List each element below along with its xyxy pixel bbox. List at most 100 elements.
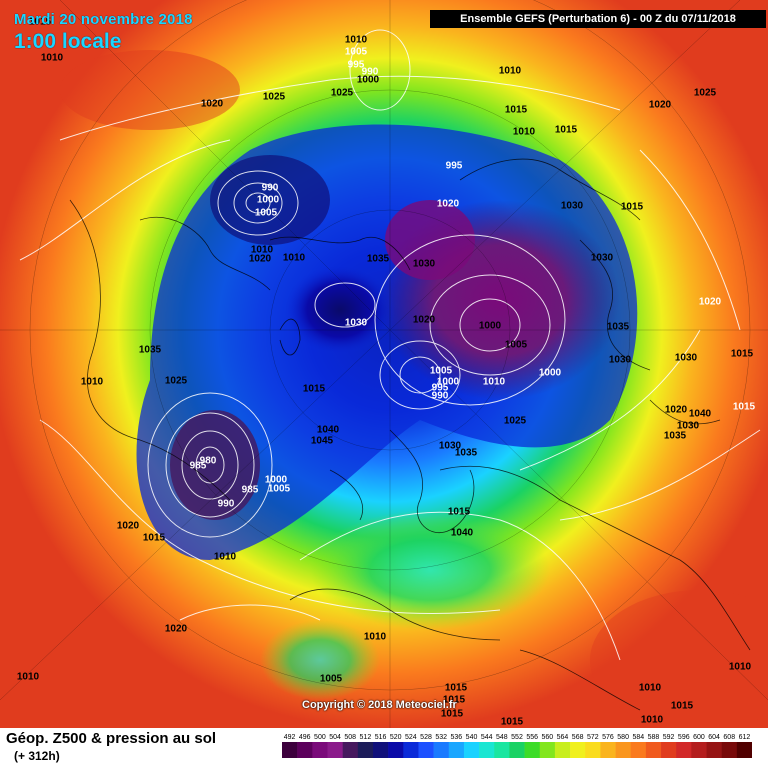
pressure-label: 1045	[310, 435, 334, 447]
scale-tick-label: 564	[557, 734, 569, 741]
local-time: 1:00 locale	[14, 30, 122, 53]
pressure-label: 1015	[302, 383, 326, 395]
pressure-label: 1000	[256, 194, 280, 206]
pressure-label: 1010	[80, 376, 104, 388]
scale-swatch	[494, 742, 510, 758]
pressure-label: 1020	[698, 296, 722, 308]
weather-map	[0, 0, 768, 728]
pressure-label: 1000	[436, 376, 460, 388]
scale-tick-label: 600	[693, 734, 705, 741]
scale-swatch	[736, 742, 752, 758]
scale-tick-label: 588	[648, 734, 660, 741]
pressure-label: 1020	[200, 98, 224, 110]
pressure-label: 1020	[116, 520, 140, 532]
pressure-label: 995	[431, 382, 449, 394]
pressure-label: 1030	[412, 258, 436, 270]
scale-tick-label: 568	[572, 734, 584, 741]
scale-tick-label: 548	[496, 734, 508, 741]
scale-swatch	[403, 742, 419, 758]
pressure-label: 1040	[450, 527, 474, 539]
scale-swatch	[600, 742, 616, 758]
pressure-label: 1015	[440, 708, 464, 720]
scale-swatch	[585, 742, 601, 758]
pressure-label: 1015	[447, 506, 471, 518]
pressure-label: 1015	[500, 716, 524, 728]
scale-swatch	[524, 742, 541, 758]
scale-tick-label: 532	[435, 734, 447, 741]
pressure-label: 1005	[344, 46, 368, 58]
pressure-label: 1010	[40, 52, 64, 64]
scale-swatch	[661, 742, 677, 758]
scale-tick-label: 520	[390, 734, 402, 741]
pressure-label: 995	[445, 160, 463, 172]
pressure-label: 1010	[498, 65, 522, 77]
pressure-label: 1015	[620, 201, 644, 213]
scale-tick-label: 540	[466, 734, 478, 741]
pressure-label: 1005	[319, 673, 343, 685]
pressure-label: 1010	[363, 631, 387, 643]
scale-swatch	[297, 742, 313, 758]
forecast-date: Mardi 20 novembre 2018	[14, 11, 193, 28]
scale-tick-label: 576	[602, 734, 614, 741]
scale-swatch	[645, 742, 662, 758]
pressure-label: 985	[189, 460, 207, 472]
pressure-label: 1025	[330, 87, 354, 99]
scale-swatch	[615, 742, 632, 758]
scale-swatch	[327, 742, 343, 758]
pressure-label: 1025	[693, 87, 717, 99]
pressure-label: 1025	[503, 415, 527, 427]
pressure-label: 1020	[412, 314, 436, 326]
pressure-label: 1000	[478, 320, 502, 332]
pressure-label: 1025	[164, 375, 188, 387]
scale-swatch	[372, 742, 389, 758]
scale-swatch	[539, 742, 556, 758]
scale-tick-label: 560	[541, 734, 553, 741]
pressure-label: 1015	[444, 682, 468, 694]
pressure-label: 1005	[504, 339, 528, 351]
pressure-label: 990	[217, 498, 235, 510]
scale-swatch	[721, 742, 738, 758]
pressure-label: 1035	[454, 447, 478, 459]
scale-tick-label: 572	[587, 734, 599, 741]
pressure-label: 1025	[262, 91, 286, 103]
pressure-label: 1030	[438, 440, 462, 452]
scale-tick-label: 524	[405, 734, 417, 741]
pressure-label: 1040	[688, 408, 712, 420]
pressure-label: 1030	[344, 317, 368, 329]
scale-swatch	[448, 742, 465, 758]
pressure-label: 1000	[264, 474, 288, 486]
pressure-label: 1020	[164, 623, 188, 635]
scale-swatch	[570, 742, 586, 758]
pressure-label: 1035	[366, 253, 390, 265]
pressure-label: 1000	[356, 74, 380, 86]
copyright-notice: Copyright © 2018 Meteociel.fr	[302, 699, 457, 711]
scale-swatch	[282, 742, 298, 758]
pressure-label: 1020	[648, 99, 672, 111]
scale-tick-label: 536	[451, 734, 463, 741]
pressure-label: 1010	[282, 252, 306, 264]
pressure-label: 990	[261, 182, 279, 194]
pressure-label: 1030	[560, 200, 584, 212]
pressure-label: 1010	[250, 244, 274, 256]
pressure-label: 1010	[728, 661, 752, 673]
pressure-label: 1005	[267, 483, 291, 495]
pressure-label: 1020	[436, 198, 460, 210]
pressure-label: 1010	[640, 714, 664, 726]
pressure-label: 1015	[554, 124, 578, 136]
pressure-label: 1005	[254, 207, 278, 219]
pressure-label: 1015	[732, 401, 756, 413]
pressure-label: 1030	[608, 354, 632, 366]
pressure-label: 985	[241, 484, 259, 496]
pressure-label: 1035	[663, 430, 687, 442]
pressure-label: 995	[347, 59, 365, 71]
color-scale-legend: 492 496 500 504 508 512 516 520 524 528 532 536 540 5…	[282, 734, 752, 758]
model-run-info: Ensemble GEFS (Perturbation 6) - 00 Z du…	[430, 10, 766, 28]
scale-swatch	[479, 742, 495, 758]
scale-tick-label: 544	[481, 734, 493, 741]
pressure-label: 1035	[138, 344, 162, 356]
scale-tick-label: 580	[617, 734, 629, 741]
pressure-label: 1015	[670, 700, 694, 712]
scale-swatch	[676, 742, 692, 758]
scale-swatch	[691, 742, 707, 758]
scale-tick-label: 516	[375, 734, 387, 741]
